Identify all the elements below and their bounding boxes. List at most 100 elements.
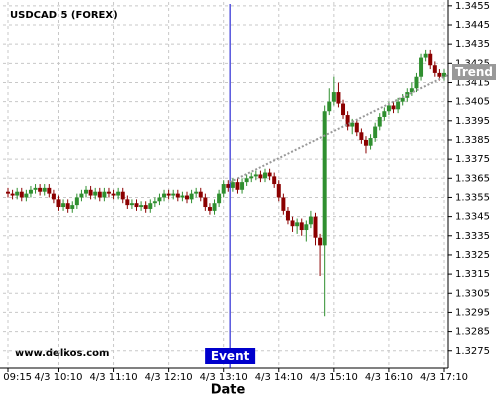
candle-body <box>116 191 121 196</box>
y-tick-label: 1.3345 <box>455 212 490 223</box>
candle-body <box>419 57 424 77</box>
candle-body <box>230 182 235 188</box>
candle-body <box>102 191 107 198</box>
candle-body <box>70 205 75 209</box>
candle-body <box>97 191 102 198</box>
candle-body <box>152 201 157 204</box>
candle-body <box>134 203 139 208</box>
candle-body <box>79 193 84 198</box>
candle-body <box>373 126 378 139</box>
y-tick-label: 1.3295 <box>455 307 490 318</box>
candle-body <box>336 92 341 104</box>
candle-body <box>139 205 144 208</box>
candle-body <box>396 101 401 110</box>
candle-body <box>143 205 148 209</box>
trend-line <box>229 73 449 184</box>
candle-body <box>189 193 194 200</box>
y-tick-label: 1.3355 <box>455 192 490 203</box>
x-tick-label: 4/3 15:10 <box>310 372 358 383</box>
candle-body <box>157 197 162 202</box>
candle-body <box>15 191 20 196</box>
candle-body <box>253 174 258 177</box>
y-tick-label: 1.3305 <box>455 288 490 299</box>
y-tick-label: 1.3375 <box>455 154 490 165</box>
y-tick-label: 1.3395 <box>455 116 490 127</box>
y-tick-label: 1.3325 <box>455 250 490 261</box>
candle-body <box>386 105 391 112</box>
y-tick-label: 1.3435 <box>455 39 490 50</box>
candle-body <box>400 97 405 102</box>
x-axis-label: Date <box>211 383 246 398</box>
x-tick-label: 4/3 17:10 <box>420 372 468 383</box>
candle-body <box>281 197 286 211</box>
candle-body <box>423 53 428 58</box>
candle-body <box>226 184 231 188</box>
candle-body <box>235 182 240 190</box>
candle-body <box>299 222 304 231</box>
candle-body <box>125 199 130 206</box>
candle-body <box>345 115 350 127</box>
y-tick-label: 1.3415 <box>455 77 490 88</box>
candle-body <box>432 65 437 73</box>
candle-body <box>184 195 189 200</box>
event-box <box>205 348 256 364</box>
x-tick-label: 4/3 12:10 <box>145 372 193 383</box>
candle-body <box>175 193 180 198</box>
candle-body <box>341 103 346 116</box>
candle-body <box>308 216 313 225</box>
candle-body <box>318 237 323 246</box>
candle-body <box>391 105 396 110</box>
x-tick-label: 4/3 13:10 <box>200 372 248 383</box>
y-tick-label: 1.3365 <box>455 173 490 184</box>
candle-body <box>56 199 61 208</box>
candle-body <box>162 193 167 198</box>
candle-body <box>428 53 433 66</box>
candle-body <box>368 138 373 146</box>
candle-body <box>198 191 203 198</box>
candle-body <box>65 203 70 209</box>
candle-body <box>111 193 116 196</box>
y-tick-label: 1.3285 <box>455 327 490 338</box>
candle-body <box>180 195 185 198</box>
candle-body <box>84 189 89 194</box>
candle-body <box>290 220 295 227</box>
candle-body <box>272 176 277 185</box>
candle-body <box>212 203 217 211</box>
candle-body <box>285 210 290 221</box>
candle-body <box>74 197 79 206</box>
y-tick-label: 1.3445 <box>455 20 490 31</box>
y-tick-label: 1.3335 <box>455 231 490 242</box>
candle-body <box>263 172 268 179</box>
event-label: Event <box>211 349 250 363</box>
candle-body <box>24 193 29 198</box>
candle-body <box>331 92 336 102</box>
candle-body <box>106 191 111 194</box>
candle-body <box>240 182 245 190</box>
trend-label: Trend <box>455 65 493 79</box>
candle-body <box>42 187 47 192</box>
candle-body <box>258 174 263 179</box>
candle-body <box>6 191 10 194</box>
candle-body <box>295 222 300 227</box>
x-tick-label: 4/3 16:10 <box>365 372 413 383</box>
y-tick-label: 1.3455 <box>455 1 490 12</box>
candle-body <box>377 116 382 127</box>
candle-body <box>359 132 364 140</box>
candle-body <box>414 76 419 89</box>
chart-title: USDCAD 5 (FOREX) <box>10 10 118 21</box>
candle-body <box>88 189 93 196</box>
candle-body <box>38 187 43 192</box>
candle-body <box>350 122 355 127</box>
candle-body <box>19 191 24 198</box>
candle-body <box>129 203 134 206</box>
candle-body <box>10 193 15 196</box>
candle-body <box>217 193 222 204</box>
candle-body <box>304 224 309 231</box>
y-tick-label: 1.3275 <box>455 346 490 357</box>
y-tick-label: 1.3425 <box>455 58 490 69</box>
candle-body <box>437 72 442 77</box>
candle-body <box>354 122 359 133</box>
candle-body <box>249 176 254 179</box>
